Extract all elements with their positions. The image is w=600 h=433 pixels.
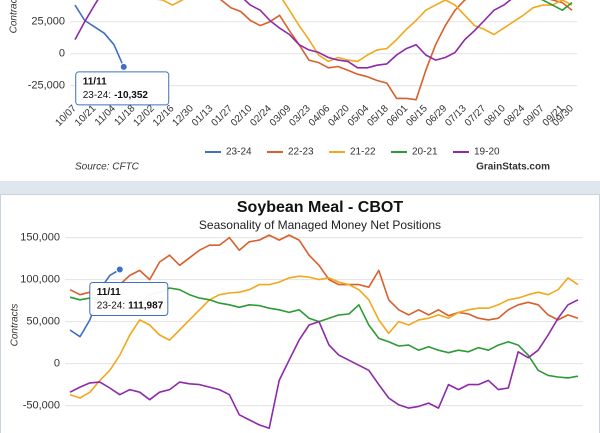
tooltip-title: 11/11 bbox=[97, 287, 121, 298]
tooltip-text: 23-24: -10,352 bbox=[83, 90, 149, 101]
y-tick-label: -50,000 bbox=[23, 400, 60, 412]
plot-area bbox=[74, 0, 573, 101]
tooltip-point bbox=[115, 265, 124, 274]
series-line bbox=[69, 275, 579, 399]
legend-label: 20-21 bbox=[412, 147, 438, 158]
legend-label: 19-20 bbox=[474, 147, 500, 158]
tooltip-value: 111,987 bbox=[128, 300, 163, 311]
tooltip-point bbox=[119, 62, 128, 71]
series-line bbox=[69, 234, 579, 321]
tooltip-value: -10,352 bbox=[114, 90, 148, 101]
y-tick-label: 0 bbox=[59, 48, 65, 60]
panel-gap bbox=[0, 181, 600, 194]
source: Source: CFTC bbox=[75, 162, 140, 173]
legend-label: 21-22 bbox=[350, 147, 376, 158]
series-line bbox=[74, 4, 125, 68]
credit: GrainStats.com bbox=[476, 162, 550, 173]
y-tick-label: 150,000 bbox=[20, 232, 60, 244]
y-axis-label: Contracts bbox=[10, 304, 21, 347]
chart-subtitle: Seasonality of Managed Money Net Positio… bbox=[199, 218, 441, 232]
series-line bbox=[74, 0, 512, 69]
series-line bbox=[156, 0, 573, 63]
tooltip-series: 23-24: bbox=[97, 300, 125, 311]
y-tick-label: 50,000 bbox=[26, 316, 60, 328]
series-line bbox=[219, 0, 573, 101]
tooltip-box bbox=[89, 282, 169, 317]
y-tick-label: 100,000 bbox=[20, 274, 60, 286]
y-tick-label: -25,000 bbox=[28, 80, 65, 92]
series-line bbox=[69, 299, 579, 430]
legend-label: 23-24 bbox=[226, 147, 252, 158]
y-tick-label: 25,000 bbox=[31, 16, 65, 28]
tooltip-text: 23-24: 111,987 bbox=[97, 300, 164, 311]
tooltip-title: 11/11 bbox=[83, 77, 107, 88]
y-tick-label: 0 bbox=[54, 358, 60, 370]
tooltip-series: 23-24: bbox=[83, 90, 111, 101]
legend-label: 22-23 bbox=[288, 147, 314, 158]
y-axis-label: Contracts bbox=[9, 0, 20, 33]
chart-title: Soybean Meal - CBOT bbox=[237, 199, 403, 216]
tooltip-box bbox=[75, 71, 170, 106]
